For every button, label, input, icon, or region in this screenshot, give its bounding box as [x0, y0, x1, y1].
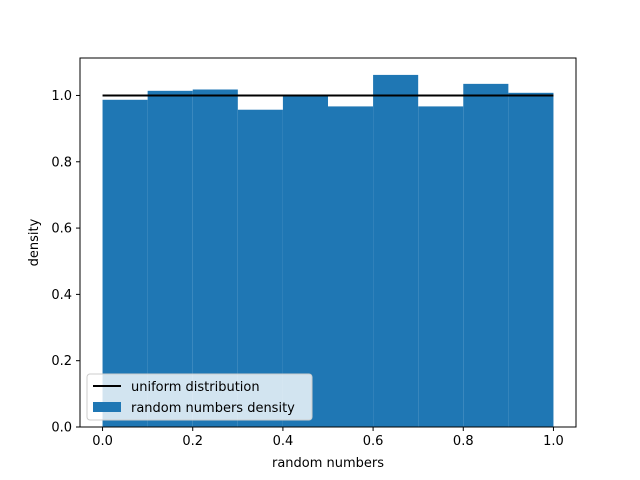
axes-frame: [79, 57, 577, 428]
legend-label-random-numbers-density: random numbers density: [131, 401, 295, 416]
legend-label-uniform-distribution: uniform distribution: [131, 380, 260, 395]
y-axis-ticks: 0.0 0.2 0.4 0.6 0.8 1.0: [51, 89, 80, 436]
y-tick-label: 0.6: [51, 222, 72, 237]
histogram-bar: [147, 90, 193, 427]
y-axis-label: density: [27, 218, 42, 266]
y-tick-label: 0.0: [51, 421, 72, 436]
histogram-bar: [192, 89, 238, 427]
histogram-bar: [373, 74, 419, 427]
legend-box: [86, 373, 313, 421]
y-tick-label: 0.2: [51, 354, 72, 369]
y-tick-label: 1.0: [51, 89, 72, 104]
histogram-bar: [463, 83, 509, 428]
histogram-bar: [102, 99, 148, 427]
histogram-bar: [508, 92, 554, 428]
y-tick-label: 0.4: [51, 288, 72, 303]
histogram-bar: [282, 95, 328, 427]
x-tick-label: 0.8: [453, 434, 474, 449]
y-tick-label: 0.8: [51, 155, 72, 170]
legend-swatch-random-numbers-density: [93, 402, 121, 412]
legend: uniform distribution random numbers dens…: [86, 373, 313, 421]
histogram-bar: [328, 106, 374, 428]
x-tick-label: 0.2: [182, 434, 203, 449]
x-axis-label: random numbers: [272, 456, 384, 471]
x-tick-label: 0.4: [273, 434, 294, 449]
x-tick-label: 1.0: [543, 434, 564, 449]
x-tick-label: 0.6: [363, 434, 384, 449]
x-tick-label: 0.0: [92, 434, 113, 449]
histogram-bar: [418, 106, 464, 428]
x-axis-ticks: 0.0 0.2 0.4 0.6 0.8 1.0: [92, 427, 564, 449]
